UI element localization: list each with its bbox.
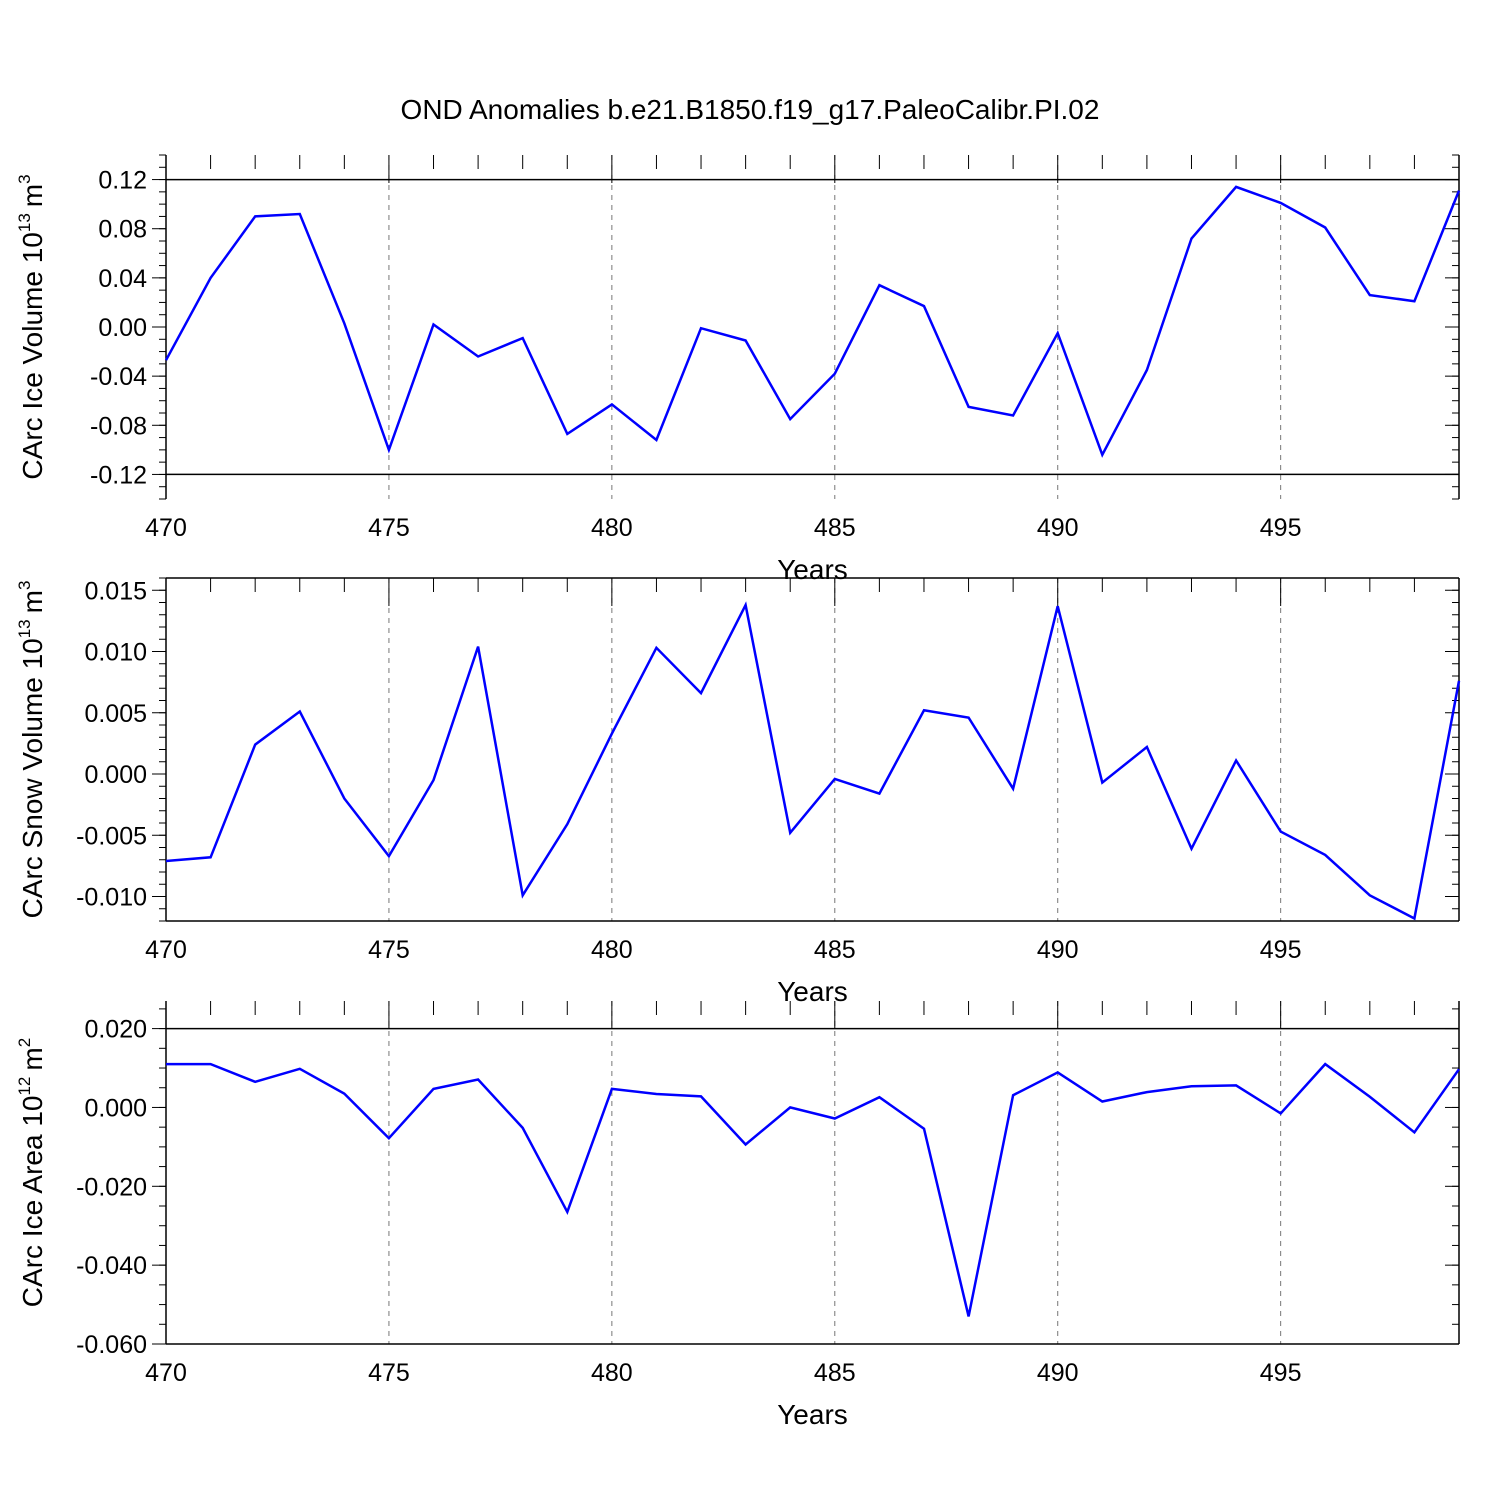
y-axis-title-exponent: 13 bbox=[15, 619, 34, 638]
y-tick-label: 0.020 bbox=[84, 1016, 147, 1044]
y-axis-title: CArc Snow Volume 1013 m3 bbox=[15, 581, 48, 919]
x-tick-label: 495 bbox=[1260, 936, 1302, 964]
x-tick-label: 490 bbox=[1037, 1359, 1079, 1387]
chart-panel-3: -0.060 -0.040 -0.020 0.000 0.020 470 475 480 485… bbox=[15, 1001, 1461, 1430]
y-axis-title-main: CArc Ice Area 10 bbox=[17, 1096, 48, 1308]
x-tick-label: 480 bbox=[591, 1359, 633, 1387]
x-tick-label: 470 bbox=[145, 1359, 187, 1387]
x-tick-label: 470 bbox=[145, 514, 187, 542]
chart-panels: -0.12 -0.08 -0.04 0.00 0.04 0.08 0.12 470 475 480… bbox=[15, 154, 1461, 1430]
x-tick-label: 475 bbox=[368, 936, 410, 964]
y-axis-title: CArc Ice Area 1012 m2 bbox=[15, 1038, 48, 1307]
y-tick-label: 0.000 bbox=[84, 761, 147, 789]
y-axis-title-unit: m bbox=[17, 590, 48, 613]
y-axis-title-main: CArc Snow Volume 10 bbox=[17, 638, 48, 918]
x-tick-label: 485 bbox=[814, 936, 856, 964]
x-tick-label: 485 bbox=[814, 1359, 856, 1387]
y-axis-title: CArc Ice Volume 1013 m3 bbox=[15, 174, 48, 479]
x-tick-label: 490 bbox=[1037, 936, 1079, 964]
x-tick-label: 490 bbox=[1037, 514, 1079, 542]
y-axis-title-unit: m bbox=[17, 1047, 48, 1070]
series-line bbox=[164, 185, 1461, 458]
y-tick-label: -0.005 bbox=[76, 822, 147, 850]
x-tick-label: 485 bbox=[814, 514, 856, 542]
figure-title: OND Anomalies b.e21.B1850.f19_g17.PaleoC… bbox=[401, 94, 1100, 125]
y-tick-label: -0.020 bbox=[76, 1173, 147, 1201]
y-tick-label: 0.08 bbox=[98, 216, 147, 244]
x-tick-label: 480 bbox=[591, 936, 633, 964]
y-axis-title-exponent: 13 bbox=[15, 213, 34, 232]
x-axis-title: Years bbox=[777, 976, 848, 1007]
x-tick-label: 475 bbox=[368, 1359, 410, 1387]
x-tick-label: 475 bbox=[368, 514, 410, 542]
y-tick-label: 0.00 bbox=[98, 314, 147, 342]
y-axis-title-unit-exponent: 2 bbox=[15, 1038, 34, 1047]
y-axis-title-unit-exponent: 3 bbox=[15, 581, 34, 590]
y-axis-title-unit-exponent: 3 bbox=[15, 174, 34, 183]
x-tick-label: 495 bbox=[1260, 514, 1302, 542]
x-tick-label: 495 bbox=[1260, 1359, 1302, 1387]
y-tick-label: -0.04 bbox=[90, 363, 147, 391]
y-axis-title-main: CArc Ice Volume 10 bbox=[17, 232, 48, 479]
chart-panel-1: -0.12 -0.08 -0.04 0.00 0.04 0.08 0.12 470 475 480… bbox=[15, 154, 1461, 585]
y-tick-label: 0.005 bbox=[84, 700, 147, 728]
series-line bbox=[165, 601, 1461, 921]
y-tick-label: 0.015 bbox=[84, 577, 147, 605]
series-line bbox=[166, 1062, 1461, 1317]
y-axis-title-unit: m bbox=[17, 184, 48, 207]
y-tick-label: -0.08 bbox=[90, 412, 147, 440]
x-tick-label: 480 bbox=[591, 514, 633, 542]
y-tick-label: 0.000 bbox=[84, 1094, 147, 1122]
y-tick-label: -0.010 bbox=[76, 884, 147, 912]
y-tick-label: -0.040 bbox=[76, 1252, 147, 1280]
chart-panel-2: -0.010 -0.005 0.000 0.005 0.010 0.015 470 475 48… bbox=[15, 577, 1461, 1007]
x-axis-title: Years bbox=[777, 1399, 848, 1430]
x-tick-label: 470 bbox=[145, 936, 187, 964]
y-tick-label: -0.060 bbox=[76, 1331, 147, 1359]
x-axis-title: Years bbox=[777, 554, 848, 585]
y-tick-label: -0.12 bbox=[90, 461, 147, 489]
y-tick-label: 0.010 bbox=[84, 639, 147, 667]
y-tick-label: 0.12 bbox=[98, 167, 147, 195]
y-axis-title-exponent: 12 bbox=[15, 1077, 34, 1096]
y-tick-label: 0.04 bbox=[98, 265, 147, 293]
